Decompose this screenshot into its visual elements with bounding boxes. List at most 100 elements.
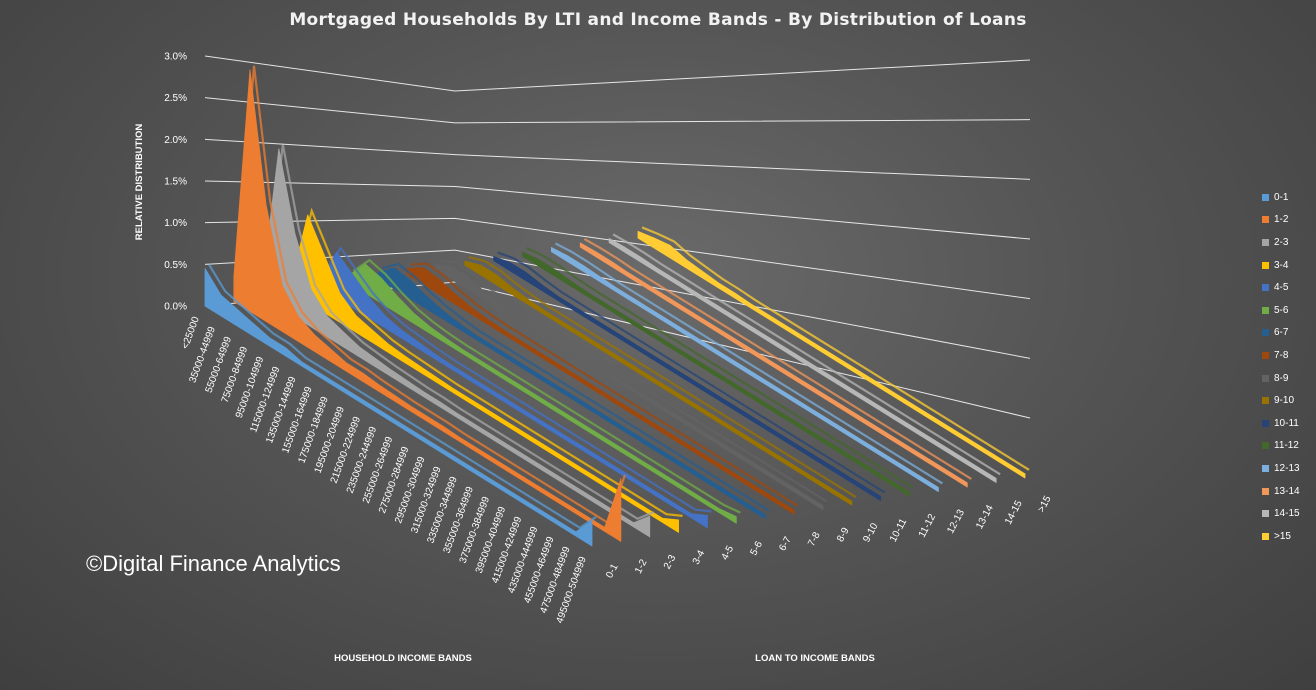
legend-swatch (1262, 284, 1269, 292)
area-series-9-10 (464, 260, 853, 506)
gridline (204, 180, 1031, 240)
area-series-edge (323, 246, 712, 513)
legend-swatch (1262, 442, 1269, 450)
legend-item: 10-11 (1262, 412, 1316, 435)
legend-item: 14-15 (1262, 502, 1316, 525)
area-series-13-14 (579, 242, 968, 488)
y-tick-label: 11-12 (917, 512, 939, 539)
z-axis-label: RELATIVE DISTRIBUTION (134, 124, 145, 241)
area-series-edge (439, 259, 828, 503)
legend-item: 7-8 (1262, 344, 1316, 367)
y-tick-label: 8-9 (835, 526, 852, 544)
area-series-0-1 (204, 268, 593, 547)
area-series->15 (637, 230, 1026, 479)
legend-item: >15 (1262, 525, 1316, 548)
legend-swatch (1262, 532, 1269, 540)
legend-label: 6-7 (1274, 327, 1289, 339)
y-tick-label: 9-10 (861, 521, 880, 544)
area-series-edge (468, 255, 857, 498)
legend-swatch (1262, 193, 1269, 201)
area-series-edge (526, 246, 915, 489)
y-tick-label: 0-1 (604, 562, 621, 580)
area-series-10-11 (493, 256, 882, 502)
legend-swatch (1262, 261, 1269, 269)
gridline (204, 55, 1031, 92)
legend-swatch (1262, 238, 1269, 246)
legend-item: 12-13 (1262, 457, 1316, 480)
legend-item: 13-14 (1262, 480, 1316, 503)
y-axis-ticks: 0-1 1-2 2-3 3-4 4-5 5-6 6-7 7-8 8-9 9-10 10-11 11-1… (604, 494, 1054, 580)
legend-item: 11-12 (1262, 435, 1316, 458)
legend-item: 1-2 (1262, 209, 1316, 232)
legend-item: 9-10 (1262, 389, 1316, 412)
legend-label: 1-2 (1274, 214, 1289, 226)
legend-swatch (1262, 374, 1269, 382)
y-tick-label: 14-15 (1003, 498, 1025, 526)
legend-label: 14-15 (1274, 508, 1300, 520)
z-tick-label: 2.0% (164, 135, 187, 146)
legend-swatch (1262, 510, 1269, 518)
legend-label: 0-1 (1274, 191, 1289, 203)
legend-item: 8-9 (1262, 367, 1316, 390)
legend-label: 11-12 (1274, 440, 1299, 452)
legend-label: 3-4 (1274, 259, 1289, 271)
y-tick-label: 4-5 (720, 544, 737, 562)
area-series-14-15 (608, 237, 997, 483)
legend-swatch (1262, 216, 1269, 224)
legend-swatch (1262, 351, 1269, 359)
area-series-edge (352, 258, 741, 514)
area-series-edge (612, 233, 1001, 476)
area-series-5-6 (348, 263, 737, 524)
area-series-12-13 (551, 247, 939, 493)
area-series (204, 65, 1030, 547)
area-series-edge (411, 262, 799, 508)
legend-label: 7-8 (1274, 349, 1289, 361)
legend-label: 9-10 (1274, 395, 1295, 407)
legend-swatch (1262, 487, 1269, 495)
area-series-edge (236, 65, 626, 525)
y-tick-label: 7-8 (806, 530, 823, 548)
area-series-edge (208, 263, 597, 530)
gridline (204, 97, 1031, 124)
area-series-edge (294, 207, 683, 517)
z-tick-label: 0.5% (164, 260, 187, 271)
area-series-edge (554, 242, 943, 485)
y-tick-label: 13-14 (974, 503, 996, 531)
legend-label: 12-13 (1274, 462, 1300, 474)
z-tick-label: 1.5% (164, 177, 187, 188)
area-series-7-8 (406, 267, 795, 515)
z-tick-label: 1.0% (164, 218, 187, 229)
legend: 0-1 1-2 2-3 3-4 4-5 5-6 6-7 7-8 8-9 9-10 10-11 11-1… (1262, 186, 1316, 548)
y-axis-label: LOAN TO INCOME BANDS (755, 653, 875, 664)
y-tick-label: 5-6 (748, 539, 765, 557)
legend-label: 4-5 (1274, 282, 1289, 294)
y-tick-label: >15 (1036, 494, 1054, 515)
area-series-edge (265, 144, 655, 520)
x-tick-label: <25000 (180, 315, 202, 351)
x-axis-label: HOUSEHOLD INCOME BANDS (334, 653, 472, 664)
legend-label: 13-14 (1274, 485, 1300, 497)
area-series-1-2 (233, 69, 622, 542)
area-series-4-5 (320, 251, 708, 529)
area-series-edge (497, 251, 886, 494)
chart-title: Mortgaged Households By LTI and Income B… (289, 10, 1027, 30)
legend-swatch (1262, 464, 1269, 472)
legend-swatch (1262, 306, 1269, 314)
area-series-edge (583, 237, 972, 480)
legend-label: >15 (1274, 530, 1291, 542)
legend-item: 2-3 (1262, 231, 1316, 254)
area-series-8-9 (435, 264, 824, 511)
area-series-2-3 (262, 148, 651, 538)
legend-item: 0-1 (1262, 186, 1316, 209)
y-tick-label: 2-3 (662, 553, 679, 571)
legend-label: 10-11 (1274, 417, 1299, 429)
z-axis-ticks: 0.0% 0.5% 1.0% 1.5% 2.0% 2.5% 3.0% (164, 52, 187, 313)
legend-item: 3-4 (1262, 254, 1316, 277)
legend-label: 5-6 (1274, 304, 1289, 316)
z-tick-label: 2.5% (164, 93, 187, 104)
y-tick-label: 1-2 (633, 557, 650, 575)
gridline (204, 138, 1031, 180)
legend-swatch (1262, 329, 1269, 337)
y-tick-label: 10-11 (888, 517, 910, 544)
